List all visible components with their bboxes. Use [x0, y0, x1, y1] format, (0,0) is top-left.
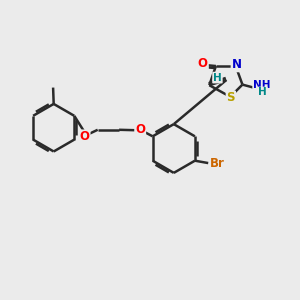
Text: O: O — [135, 123, 145, 136]
Text: S: S — [226, 92, 235, 104]
Text: H: H — [213, 73, 222, 82]
Text: N: N — [232, 58, 242, 71]
Text: NH: NH — [253, 80, 270, 90]
Text: H: H — [258, 87, 267, 97]
Text: O: O — [198, 57, 208, 70]
Text: O: O — [80, 130, 90, 143]
Text: Br: Br — [210, 157, 225, 169]
